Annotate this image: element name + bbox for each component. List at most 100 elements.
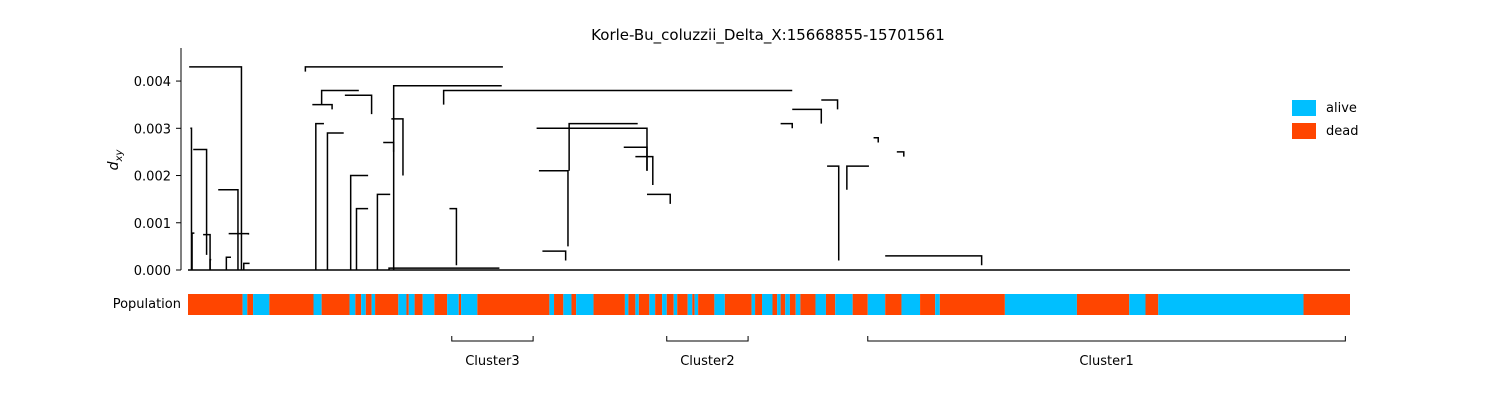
population-segment-dead: [571, 294, 577, 315]
population-segment-dead: [698, 294, 715, 315]
population-segment-alive: [662, 294, 667, 315]
population-segment-alive: [762, 294, 773, 315]
dendrogram-link: [355, 207, 369, 270]
population-segment-alive: [408, 294, 415, 315]
population-segment-dead: [780, 294, 786, 315]
population-segment-alive: [313, 294, 322, 315]
population-segment-alive: [461, 294, 478, 315]
legend-swatch-alive: [1292, 100, 1316, 116]
population-segment-dead: [321, 294, 350, 315]
dendrogram-link: [873, 136, 879, 143]
dendrogram-link: [538, 170, 569, 247]
population-segment-alive: [687, 294, 693, 315]
cluster-bracket: [451, 336, 534, 342]
population-label: Population: [113, 297, 181, 312]
population-segment-alive: [867, 294, 886, 315]
dendrogram-link: [312, 103, 333, 110]
cluster-label: Cluster2: [680, 354, 734, 369]
population-segment-dead: [269, 294, 314, 315]
dendrogram-link: [885, 255, 983, 266]
dendrogram-link: [189, 66, 243, 270]
population-segment-dead: [1145, 294, 1159, 315]
y-axis-label-main: d: [106, 161, 122, 170]
population-segment-alive: [635, 294, 639, 315]
dendrogram-link: [536, 127, 648, 171]
population-segment-alive: [785, 294, 790, 315]
dendrogram-link: [349, 174, 369, 270]
dendrogram-link: [243, 262, 250, 270]
population-segment-alive: [549, 294, 555, 315]
population-segment-dead: [692, 294, 695, 315]
legend-swatch-dead: [1292, 123, 1316, 139]
population-segment-alive: [1129, 294, 1146, 315]
population-segment-dead: [655, 294, 663, 315]
population-segment-dead: [885, 294, 902, 315]
cluster-brackets: Cluster3 Cluster2 Cluster1: [451, 336, 1346, 369]
population-segment-dead: [800, 294, 816, 315]
dendrogram-link: [218, 188, 239, 270]
population-segment-alive: [1004, 294, 1077, 315]
dendrogram-link: [203, 233, 211, 270]
dendrogram-link: [225, 256, 231, 270]
dendrogram-link: [623, 146, 648, 171]
y-axis-label: dxy: [106, 149, 125, 171]
population-segment-alive: [795, 294, 801, 315]
y-tick-label: 0.002: [134, 170, 171, 185]
population-segment-alive: [398, 294, 407, 315]
dendrogram-link: [326, 132, 344, 270]
population-segment-dead: [677, 294, 688, 315]
population-segment-alive: [253, 294, 270, 315]
population-segment-dead: [789, 294, 796, 315]
population-segment-alive: [361, 294, 366, 315]
population-segment-dead: [375, 294, 399, 315]
dendrogram-link: [320, 89, 359, 105]
dendrogram-link: [635, 155, 654, 185]
dendrogram-link: [646, 193, 671, 204]
population-segment-dead: [825, 294, 836, 315]
dendrogram-link: [191, 232, 195, 270]
dendrogram-link: [827, 165, 840, 261]
population-segment-dead: [939, 294, 1005, 315]
population-segment-alive: [371, 294, 376, 315]
dendrogram-link: [315, 122, 324, 270]
cluster-label: Cluster3: [465, 354, 519, 369]
population-segment-alive: [242, 294, 248, 315]
y-axis-label-sub: xy: [114, 149, 125, 163]
population-segment-alive: [673, 294, 678, 315]
dendrogram-link: [568, 122, 638, 171]
population-segment-alive: [576, 294, 594, 315]
dendrogram-link: [792, 108, 823, 124]
population-segment-dead: [414, 294, 423, 315]
population-segment-dead: [458, 294, 462, 315]
population-segment-alive: [624, 294, 629, 315]
dendrogram-link: [780, 122, 793, 129]
population-segment-alive: [935, 294, 940, 315]
dendrogram-link: [821, 99, 839, 110]
y-tick-label: 0.000: [134, 264, 171, 279]
dendrogram-link: [304, 66, 503, 72]
population-segment-dead: [724, 294, 752, 315]
population-segment-dead: [755, 294, 763, 315]
population-segment-dead: [434, 294, 448, 315]
dendrogram-link: [383, 141, 395, 152]
population-segment-dead: [593, 294, 625, 315]
legend-label: alive: [1326, 101, 1357, 116]
dendrogram-link: [190, 127, 193, 270]
dendrogram-link: [846, 165, 869, 190]
population-segment-alive: [694, 294, 699, 315]
population-segment-alive: [815, 294, 826, 315]
dendrogram-link: [344, 94, 373, 115]
population-segment-alive: [563, 294, 572, 315]
chart-title: Korle-Bu_coluzzii_Delta_X:15668855-15701…: [591, 26, 945, 45]
population-segment-dead: [188, 294, 243, 315]
population-segment-alive: [901, 294, 921, 315]
dendrogram-link: [391, 118, 404, 176]
population-segment-dead: [1076, 294, 1130, 315]
population-segment-dead: [1303, 294, 1350, 315]
population-segment-alive: [714, 294, 725, 315]
cluster-bracket: [666, 336, 749, 342]
cluster-bracket: [867, 336, 1346, 342]
population-segment-dead: [247, 294, 254, 315]
population-bar: [188, 294, 1350, 315]
